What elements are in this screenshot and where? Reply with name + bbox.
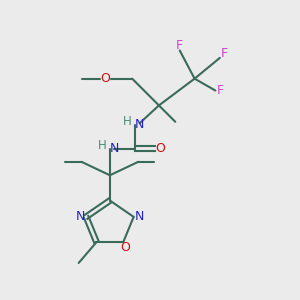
Text: N: N (110, 142, 119, 155)
Text: N: N (134, 210, 144, 224)
Text: O: O (155, 142, 165, 155)
Text: H: H (123, 115, 132, 128)
Text: H: H (98, 139, 107, 152)
Text: F: F (176, 39, 183, 52)
Text: F: F (217, 84, 224, 97)
Text: N: N (135, 118, 144, 131)
Text: N: N (76, 210, 86, 224)
Text: O: O (100, 72, 110, 85)
Text: O: O (120, 241, 130, 254)
Text: F: F (221, 47, 228, 60)
